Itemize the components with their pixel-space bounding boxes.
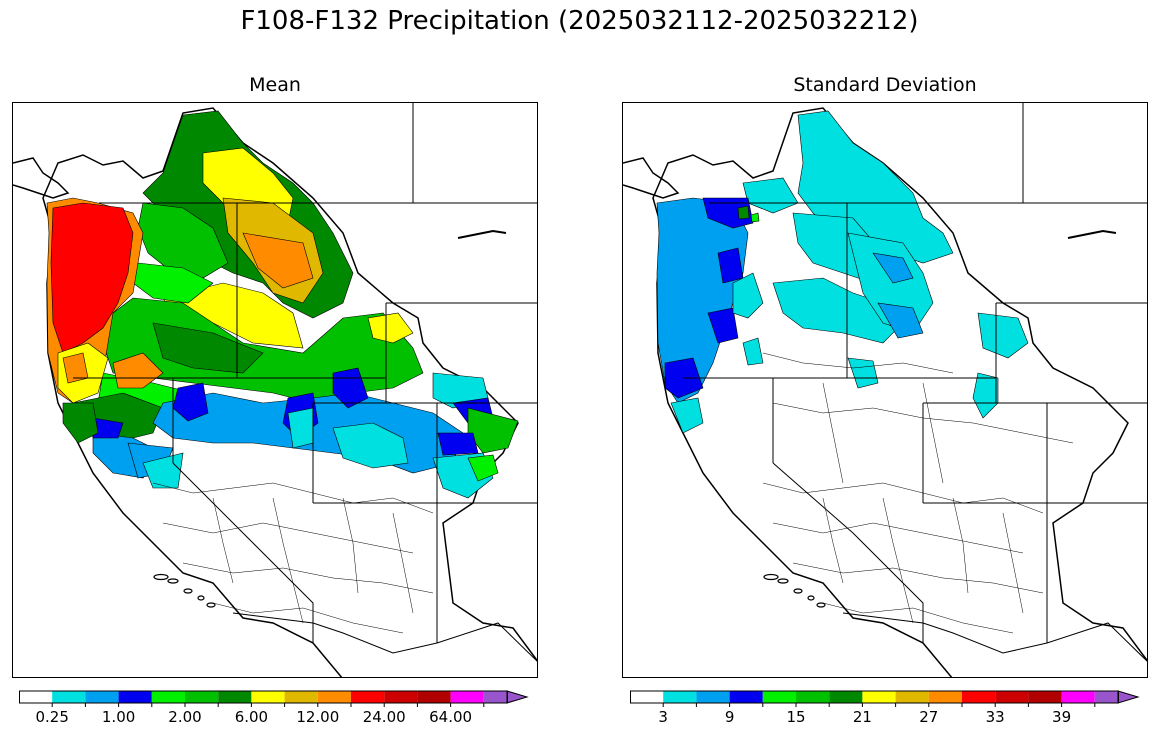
stddev-canada-coast [623,157,680,199]
colorbar-swatch [317,691,351,703]
colorbar-label: 1.00 [101,708,136,726]
colorbar-label: 33 [985,708,1005,726]
stddev-map-canvas [623,103,1147,677]
colorbar-swatch [52,691,86,703]
stddev-landmass [652,107,1147,677]
colorbar-swatch [895,691,929,703]
colorbar-swatch [151,691,185,703]
figure-title: F108-F132 Precipitation (2025032112-2025… [240,6,919,36]
colorbar-extend-arrow [1117,690,1140,704]
stddev-map [622,102,1148,678]
colorbar-outline [630,690,1119,704]
stddev-colorbar: 3 9 15 21 27 33 39 [630,690,1140,730]
colorbar-outline [19,690,508,704]
stddev-basin-outlines [762,352,1074,634]
colorbar-extend-arrow [506,690,529,704]
colorbar-swatch [85,691,119,703]
colorbar-label: 24.00 [362,708,406,726]
colorbar-swatch [829,691,863,703]
colorbar-swatch [284,691,318,703]
colorbar-swatch [696,691,730,703]
colorbar-swatch [351,691,385,703]
stddev-colorbar-swatches [630,690,1140,707]
mean-map [12,102,538,678]
colorbar-label: 3 [658,708,668,726]
stddev-lake [1067,229,1117,239]
colorbar-swatch [384,691,418,703]
mean-basin-outlines [152,482,434,634]
stddev-state-borders [683,103,1147,662]
colorbar-label: 27 [919,708,939,726]
mean-canada-coast [13,157,70,199]
colorbar-swatch [118,691,152,703]
colorbar-label: 0.25 [35,708,69,726]
mean-state-borders [73,103,537,662]
colorbar-swatch [251,691,285,703]
stddev-panel-title: Standard Deviation [793,74,977,96]
colorbar-swatch [762,691,796,703]
colorbar-swatch [417,691,451,703]
colorbar-swatch [1028,691,1062,703]
colorbar-label: 12.00 [296,708,340,726]
colorbar-label: 15 [786,708,806,726]
colorbar-swatch [663,691,697,703]
stddev-islands [763,573,826,608]
mean-colorbar: 0.25 1.00 2.00 6.00 12.00 24.00 64.00 [19,690,529,730]
mean-panel-title: Mean [249,74,301,96]
colorbar-swatch [1094,691,1118,703]
mean-colorbar-swatches [19,690,529,707]
colorbar-swatch [1061,691,1095,703]
colorbar-label: 9 [724,708,735,726]
colorbar-swatch [928,691,962,703]
colorbar-swatch [19,691,53,703]
colorbar-swatch [796,691,830,703]
colorbar-swatch [630,691,664,703]
colorbar-swatch [218,691,252,703]
colorbar-swatch [185,691,219,703]
colorbar-label: 2.00 [168,708,202,726]
colorbar-swatch [450,691,484,703]
colorbar-swatch [995,691,1029,703]
colorbar-swatch [483,691,507,703]
colorbar-label: 39 [1052,708,1072,726]
colorbar-swatch [729,691,763,703]
colorbar-swatch [862,691,896,703]
colorbar-swatch [962,691,996,703]
mean-map-canvas [13,103,537,677]
colorbar-label: 6.00 [234,708,269,726]
mean-islands [153,573,216,608]
colorbar-label: 64.00 [429,708,473,726]
mean-lake [457,229,507,239]
colorbar-label: 21 [852,708,872,726]
